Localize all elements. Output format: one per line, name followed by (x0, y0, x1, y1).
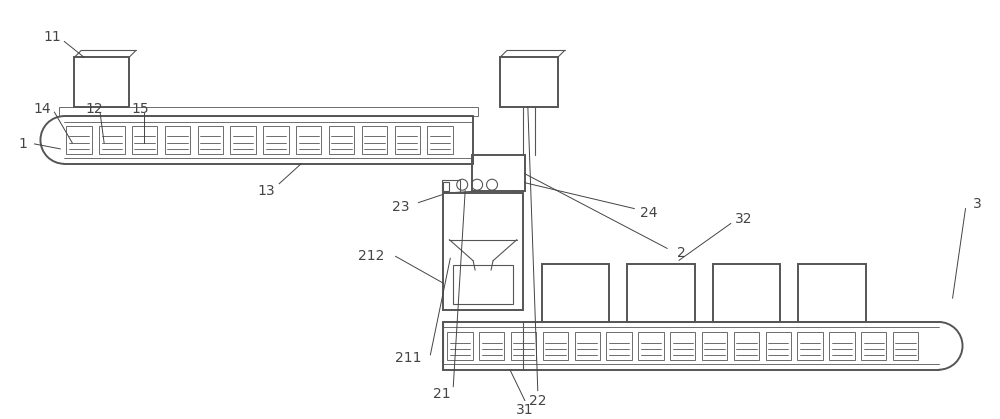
Bar (638, 332, 664, 360)
Text: 32: 32 (735, 212, 752, 225)
Bar (453, 265, 513, 304)
Bar (627, 264, 695, 322)
Bar (395, 126, 420, 154)
Text: 2: 2 (677, 246, 685, 260)
Bar (829, 332, 855, 360)
Text: 15: 15 (131, 102, 149, 116)
Bar (443, 193, 523, 310)
Bar (59, 107, 478, 116)
Bar (713, 264, 780, 322)
Bar (66, 126, 92, 154)
Text: 211: 211 (395, 351, 422, 365)
Bar (427, 126, 453, 154)
Bar (263, 126, 289, 154)
Bar (230, 126, 256, 154)
Text: 212: 212 (358, 249, 384, 263)
Bar (511, 332, 536, 360)
Bar (798, 264, 866, 322)
Text: 14: 14 (34, 102, 51, 116)
Bar (479, 332, 504, 360)
Bar (472, 155, 525, 191)
Bar (797, 332, 823, 360)
Bar (99, 126, 125, 154)
Bar (734, 332, 759, 360)
Bar (893, 332, 918, 360)
Bar (542, 264, 609, 322)
Bar (362, 126, 387, 154)
Text: 13: 13 (257, 184, 275, 198)
Text: 21: 21 (433, 387, 451, 401)
Text: 31: 31 (516, 403, 534, 416)
Text: 23: 23 (392, 199, 409, 214)
Bar (443, 182, 449, 191)
Text: 11: 11 (44, 31, 61, 44)
Bar (74, 57, 129, 107)
Text: 24: 24 (640, 206, 658, 220)
Text: 22: 22 (529, 393, 547, 408)
Bar (670, 332, 695, 360)
Bar (132, 126, 157, 154)
Bar (329, 126, 354, 154)
Bar (296, 126, 321, 154)
Bar (442, 180, 460, 191)
Bar (543, 332, 568, 360)
Bar (198, 126, 223, 154)
Bar (165, 126, 190, 154)
Bar (500, 57, 558, 107)
Bar (861, 332, 886, 360)
Text: 3: 3 (973, 197, 982, 211)
Bar (575, 332, 600, 360)
Bar (606, 332, 632, 360)
Bar (766, 332, 791, 360)
Text: 1: 1 (18, 137, 27, 151)
Text: 12: 12 (85, 102, 103, 116)
Bar (702, 332, 727, 360)
Bar (447, 332, 473, 360)
